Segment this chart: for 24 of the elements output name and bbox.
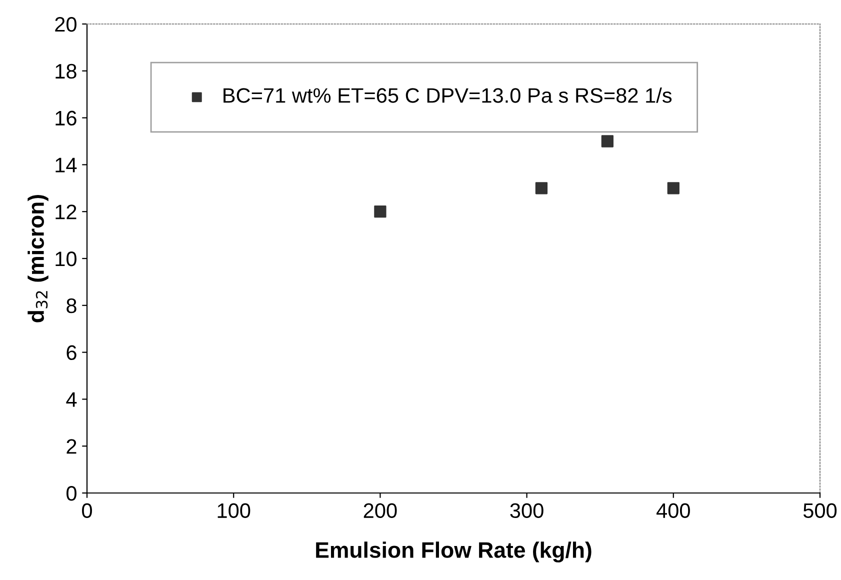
x-tick-label: 200 <box>364 503 397 518</box>
y-tick-label: 8 <box>66 298 76 314</box>
x-tick-label: 300 <box>510 503 544 518</box>
y-tick-label: 14 <box>56 158 77 172</box>
point <box>601 135 614 148</box>
y-tick-label: 12 <box>56 204 76 220</box>
x-tick-label: 500 <box>803 503 837 518</box>
y-axis-title: d$_{32}$ (micron) <box>28 195 48 322</box>
point <box>535 182 548 194</box>
x-tick-label: 0 <box>82 503 92 518</box>
y-tick-label: 0 <box>66 486 76 501</box>
x-tick-label: 400 <box>656 503 690 518</box>
x-axis-title: Emulsion Flow Rate (kg/h) <box>316 542 592 562</box>
x-tick-label: 100 <box>218 503 250 518</box>
legend-label: BC=71 wt% ET=65 C DPV=13.0 Pa s RS=82 1/s <box>224 88 672 103</box>
y-tick-label: 2 <box>66 439 76 454</box>
y-tick-label: 10 <box>56 252 76 266</box>
y-tick-label: 16 <box>56 110 76 126</box>
point <box>667 182 680 194</box>
y-tick-label: 20 <box>55 17 76 32</box>
y-tick-label: 4 <box>66 392 77 407</box>
point <box>374 206 386 218</box>
y-tick-label: 6 <box>66 345 76 360</box>
y-tick-label: 18 <box>56 64 76 79</box>
